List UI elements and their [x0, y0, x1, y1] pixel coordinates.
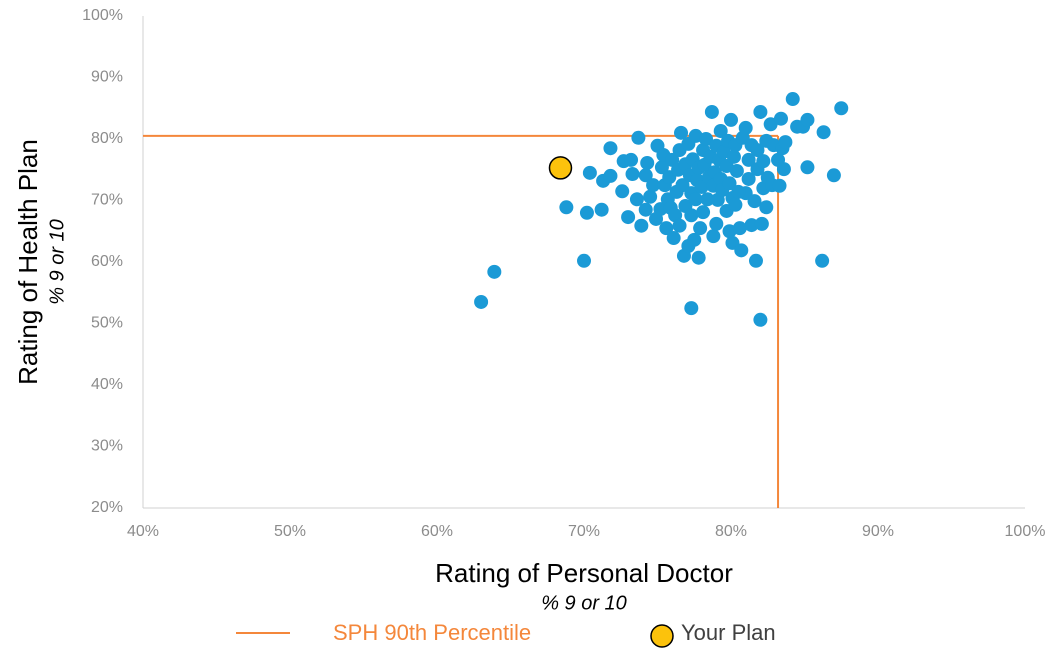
- point: [772, 178, 787, 193]
- point: [778, 135, 793, 150]
- point: [634, 218, 649, 233]
- point: [704, 104, 719, 119]
- x-tick-label: 70%: [568, 523, 600, 540]
- point: [638, 168, 653, 183]
- x-tick-label: 100%: [1005, 523, 1046, 540]
- x-tick-label: 50%: [274, 523, 306, 540]
- y-tick-label: 20%: [91, 499, 123, 516]
- point: [559, 200, 574, 215]
- y-tick-label: 30%: [91, 438, 123, 455]
- point: [624, 152, 639, 167]
- x-tick-label: 60%: [421, 523, 453, 540]
- x-tick-label: 90%: [862, 523, 894, 540]
- point: [756, 154, 771, 169]
- point: [724, 112, 738, 127]
- point: [696, 205, 711, 220]
- point: [699, 132, 714, 146]
- point: [687, 232, 702, 247]
- point: [625, 167, 640, 182]
- point: [759, 200, 774, 215]
- point: [826, 168, 841, 183]
- highlight-point: [548, 156, 573, 180]
- x-axis-title: Rating of Personal Doctor: [435, 558, 733, 588]
- point: [763, 117, 778, 132]
- x-axis-subtitle: % 9 or 10: [541, 592, 627, 614]
- point: [834, 101, 849, 116]
- point: [731, 184, 746, 199]
- point: [629, 192, 644, 207]
- point: [659, 221, 674, 236]
- legend-label: Your Plan: [681, 620, 776, 645]
- point: [754, 216, 769, 231]
- point: [732, 221, 747, 236]
- point: [654, 160, 669, 175]
- point: [728, 197, 743, 212]
- x-tick-label: 80%: [715, 523, 747, 540]
- y-tick-label: 50%: [91, 315, 123, 332]
- point: [615, 184, 630, 199]
- point: [734, 243, 749, 258]
- point: [744, 218, 759, 233]
- point: [594, 202, 609, 217]
- point: [748, 253, 763, 268]
- point: [631, 130, 646, 145]
- point: [738, 120, 753, 135]
- point: [693, 221, 708, 236]
- point: [577, 253, 591, 268]
- point: [691, 250, 706, 265]
- point: [672, 218, 687, 233]
- point: [684, 301, 699, 316]
- point: [653, 202, 668, 217]
- point: [579, 205, 594, 220]
- point: [603, 141, 618, 156]
- y-axis-subtitle: % 9 or 10: [46, 219, 68, 305]
- y-tick-label: 80%: [91, 130, 123, 147]
- point: [638, 202, 653, 217]
- point: [621, 210, 636, 225]
- legend-label: SPH 90th Percentile: [333, 620, 531, 645]
- point: [640, 155, 655, 170]
- point: [674, 125, 689, 140]
- point: [713, 124, 728, 139]
- point: [684, 208, 699, 223]
- point: [646, 178, 661, 193]
- point: [753, 104, 768, 119]
- point: [722, 176, 737, 191]
- point: [643, 189, 658, 204]
- y-axis-title: Rating of Health Plan: [13, 139, 43, 385]
- point: [785, 92, 800, 107]
- point: [741, 152, 756, 167]
- point: [668, 208, 683, 223]
- legend-marker: [650, 624, 674, 648]
- point: [709, 216, 724, 231]
- point: [603, 168, 618, 183]
- x-tick-label: 40%: [127, 523, 159, 540]
- point: [815, 253, 830, 268]
- point: [688, 192, 703, 207]
- y-tick-label: 40%: [91, 376, 123, 393]
- y-tick-label: 100%: [82, 7, 123, 24]
- point: [706, 229, 721, 244]
- point: [729, 163, 744, 178]
- point: [474, 294, 489, 309]
- point: [750, 143, 765, 158]
- point: [753, 312, 768, 327]
- point: [816, 125, 831, 140]
- point: [741, 171, 756, 186]
- point: [800, 160, 815, 175]
- point: [582, 165, 597, 180]
- point: [776, 162, 791, 177]
- point: [694, 179, 709, 194]
- point: [666, 231, 681, 246]
- point: [800, 112, 815, 127]
- y-tick-label: 60%: [91, 253, 123, 270]
- y-tick-label: 70%: [91, 192, 123, 209]
- point: [747, 194, 762, 209]
- point: [700, 192, 715, 207]
- y-tick-label: 90%: [91, 69, 123, 86]
- point: [773, 111, 788, 126]
- point: [726, 149, 741, 164]
- point: [487, 264, 502, 279]
